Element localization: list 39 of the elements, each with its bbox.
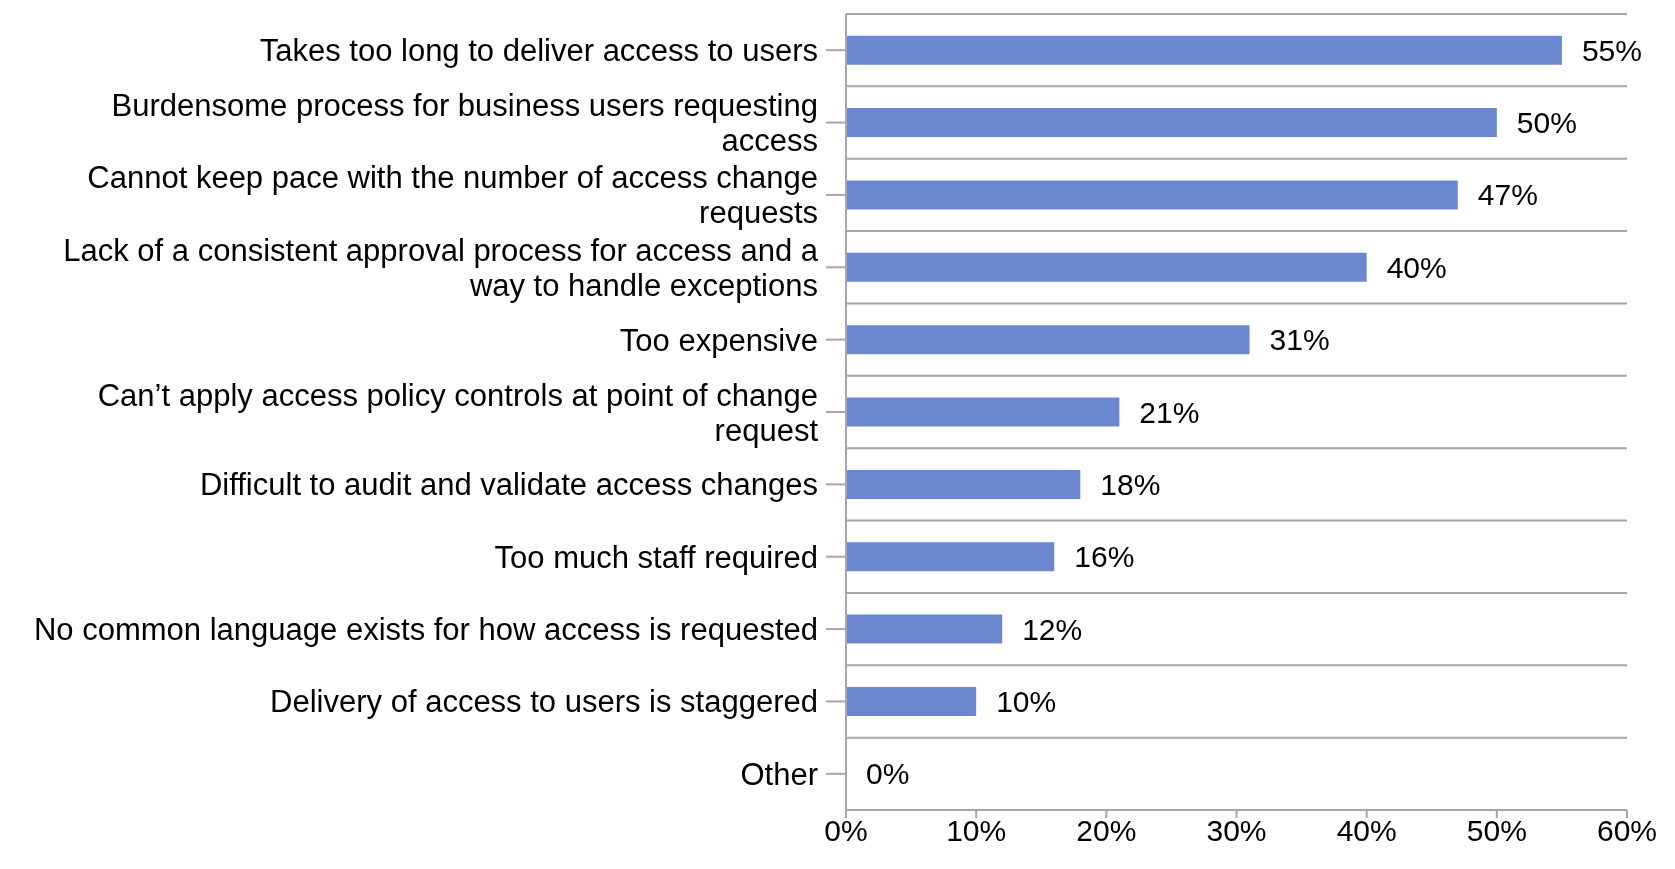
y-tick-label: No common language exists for how access is requested [33,611,818,647]
x-tick-label: 10% [946,814,1007,848]
data-label: 50% [1516,106,1577,140]
x-tick-label: 40% [1336,814,1397,848]
y-tick-label: Too expensive [619,322,818,358]
data-label: 55% [1581,33,1642,67]
y-tick-label: Burdensome process for business users requesting access [111,87,818,158]
y-tick-label: Delivery of access to users is staggered [270,683,818,719]
y-tick-label: Cannot keep pace with the number of access change requests [87,159,818,230]
y-tick-label: Difficult to audit and validate access changes [199,466,818,502]
bar [846,686,977,716]
data-label: 16% [1074,540,1135,574]
bar [846,614,1003,644]
bar [846,397,1120,427]
x-tick-label: 20% [1076,814,1137,848]
bar [846,108,1497,138]
data-label: 0% [866,757,910,791]
data-label: 12% [1022,612,1083,646]
bar [846,180,1458,210]
x-tick-label: 30% [1206,814,1267,848]
data-label: 31% [1269,323,1330,357]
data-label: 10% [996,684,1057,718]
y-tick-label: Other [740,756,818,792]
x-tick-label: 0% [824,814,868,848]
bar [846,252,1367,282]
x-tick-label: 60% [1596,814,1658,848]
data-label: 47% [1477,178,1538,212]
y-tick-label: Too much staff required [494,539,818,575]
bar [846,325,1250,355]
data-label: 21% [1139,395,1200,429]
x-tick-label: 50% [1466,814,1527,848]
data-label: 40% [1386,250,1447,284]
y-tick-label: Can’t apply access policy controls at point of change request [97,377,819,447]
bar [846,469,1081,499]
y-tick-label: Lack of a consistent approval process for access and a way to handle exceptions [63,232,819,303]
y-tick-label: Takes too long to deliver access to users [259,32,818,68]
data-label: 18% [1100,467,1161,501]
bar [846,542,1055,572]
bar [846,35,1562,65]
